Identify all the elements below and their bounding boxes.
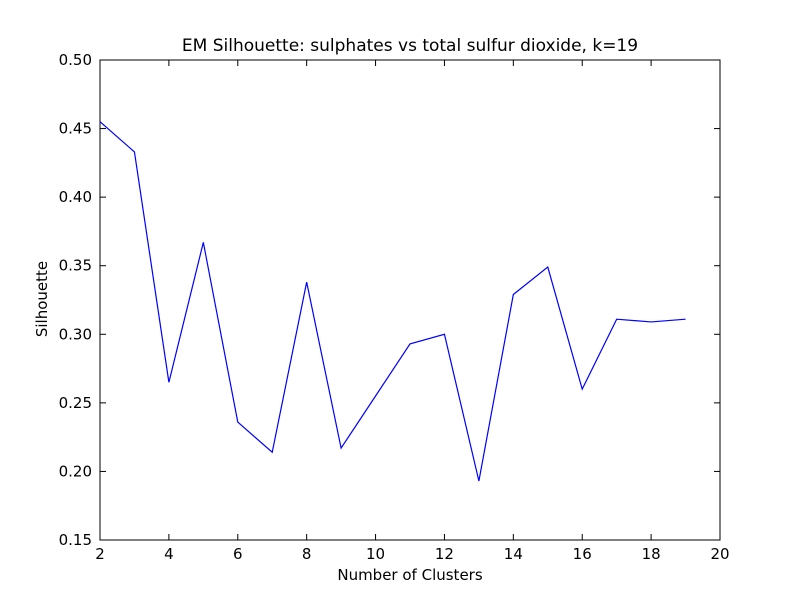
y-tick-label: 0.30 (59, 325, 92, 343)
y-tick-label: 0.45 (59, 120, 92, 138)
x-axis-label: Number of Clusters (337, 566, 482, 584)
y-tick-label: 0.40 (59, 188, 92, 206)
y-tick-label: 0.25 (59, 394, 92, 412)
y-tick-label: 0.15 (59, 531, 92, 549)
y-tick-label: 0.35 (59, 257, 92, 275)
plot-area: 2 4 6 8 10 12 14 16 18 20 0.15 0.20 0.25 0.30 0.35 0.40… (59, 51, 730, 563)
x-tick-label: 18 (642, 545, 661, 563)
x-tick-label: 10 (366, 545, 385, 563)
y-tick-label: 0.50 (59, 51, 92, 69)
x-tick-label: 20 (710, 545, 729, 563)
chart-title: EM Silhouette: sulphates vs total sulfur… (182, 36, 638, 56)
x-tick-label: 6 (233, 545, 243, 563)
x-tick-label: 8 (302, 545, 312, 563)
x-tick-label: 14 (504, 545, 523, 563)
series-line (99, 121, 686, 482)
x-tick-label: 12 (435, 545, 454, 563)
x-tick-label: 4 (164, 545, 174, 563)
plot-frame (99, 59, 721, 541)
y-tick-label: 0.20 (59, 462, 92, 480)
y-axis-label: Silhouette (33, 261, 51, 337)
x-tick-label: 16 (573, 545, 592, 563)
x-tick-label: 2 (95, 545, 105, 563)
